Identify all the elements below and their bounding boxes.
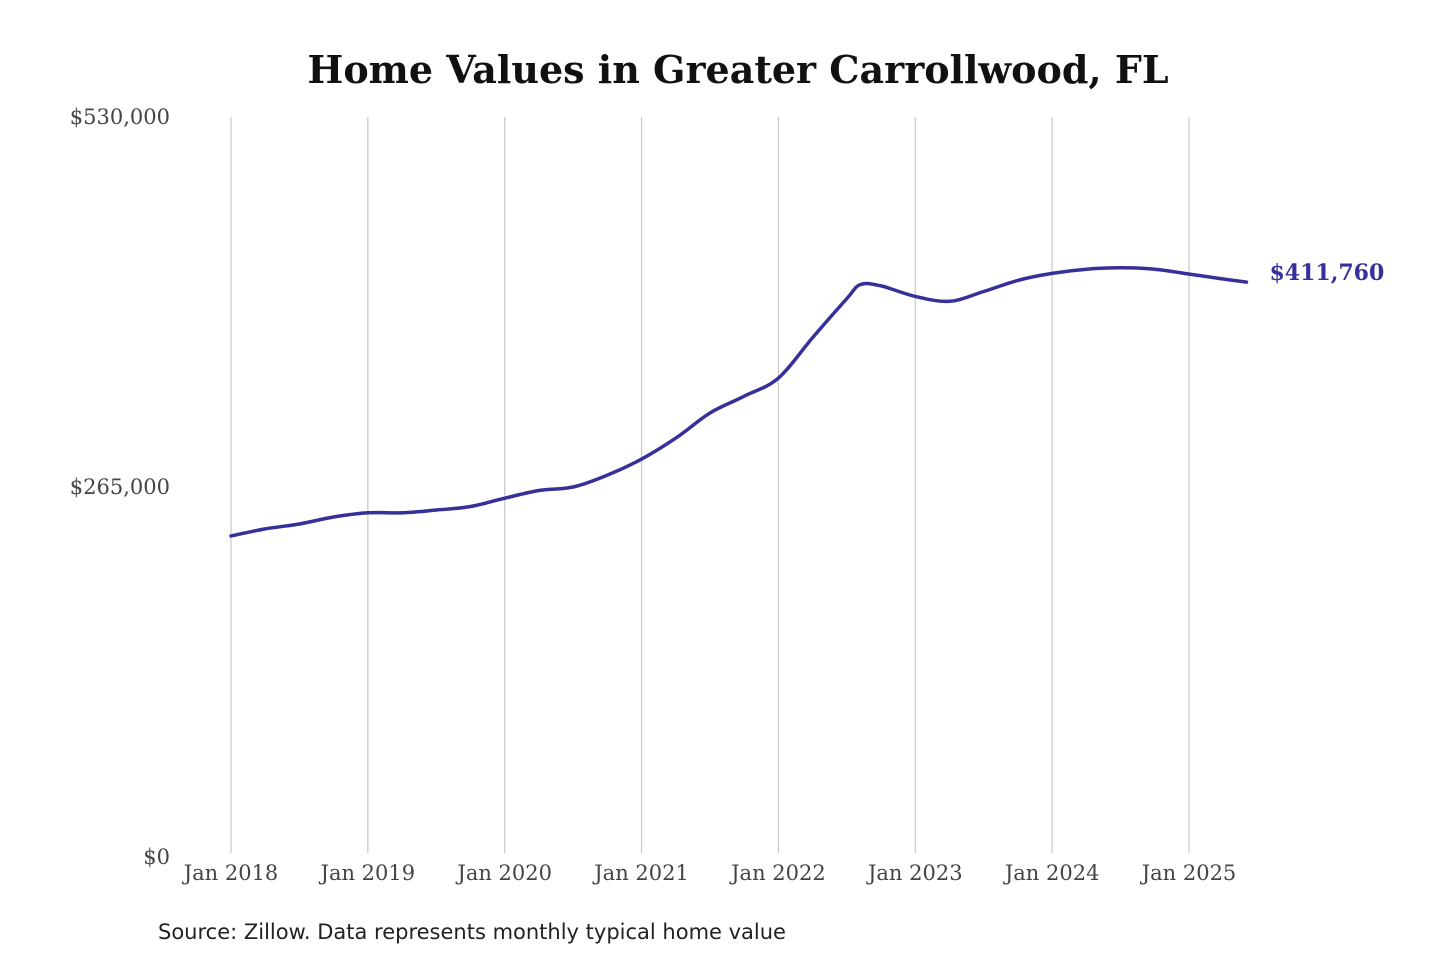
data-point-3: [332, 516, 335, 519]
data-point-1: [264, 527, 267, 530]
data-point-24: [1016, 279, 1019, 282]
x-tick-label-2: Jan 2020: [455, 861, 552, 885]
data-point-9: [537, 489, 540, 492]
data-point-26: [1085, 268, 1088, 271]
data-point-30: [1222, 277, 1225, 280]
data-point-20: [880, 284, 883, 287]
series-layer: [229, 266, 1249, 538]
source-note: Source: Zillow. Data represents monthly …: [158, 920, 786, 944]
data-point-0: [230, 534, 233, 537]
data-point-23: [982, 290, 985, 293]
data-point-28: [1153, 268, 1156, 271]
end-value-label: $411,760: [1269, 260, 1384, 286]
series-line-0: [229, 266, 1249, 538]
data-point-5: [401, 511, 404, 514]
data-point-11: [606, 474, 609, 477]
data-point-17: [811, 336, 814, 339]
data-point-15: [743, 395, 746, 398]
data-point-10: [572, 486, 575, 489]
data-point-27: [1119, 266, 1122, 269]
y-tick-label-0: $0: [143, 845, 170, 869]
data-point-6: [435, 509, 438, 512]
data-point-13: [674, 437, 677, 440]
y-axis-tick-labels: $0 $265,000 $530,000: [70, 105, 170, 869]
x-tick-label-4: Jan 2022: [729, 861, 826, 885]
x-tick-label-0: Jan 2018: [182, 861, 279, 885]
data-point-12: [640, 458, 643, 461]
data-point-22: [948, 300, 951, 303]
x-tick-label-7: Jan 2025: [1140, 861, 1237, 885]
data-point-21: [914, 295, 917, 298]
y-tick-label-1: $265,000: [70, 475, 170, 499]
data-point-16: [777, 377, 780, 380]
data-point-4: [366, 511, 369, 514]
data-point-31: [1245, 281, 1248, 284]
x-tick-label-6: Jan 2024: [1003, 861, 1100, 885]
grid-lines: [230, 117, 1190, 853]
y-tick-label-2: $530,000: [70, 105, 170, 129]
x-axis-tick-labels: Jan 2018 Jan 2019 Jan 2020 Jan 2021 Jan 2022…: [182, 861, 1237, 885]
data-point-7: [469, 505, 472, 508]
x-tick-label-5: Jan 2023: [866, 861, 963, 885]
x-tick-label-1: Jan 2019: [319, 861, 416, 885]
data-point-25: [1051, 272, 1054, 275]
data-point-19: [859, 283, 862, 286]
data-point-18: [845, 297, 848, 300]
data-point-29: [1188, 273, 1191, 276]
data-point-14: [709, 412, 712, 415]
data-point-8: [503, 497, 506, 500]
data-point-2: [298, 523, 301, 526]
x-tick-label-3: Jan 2021: [592, 861, 689, 885]
chart-title: Home Values in Greater Carrollwood, FL: [307, 47, 1168, 92]
